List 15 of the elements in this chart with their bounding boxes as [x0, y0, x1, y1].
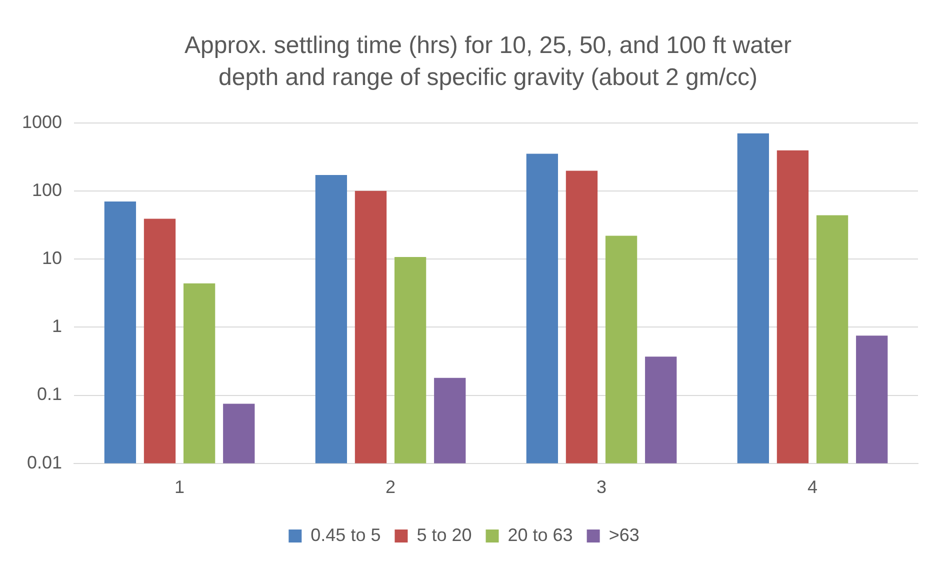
legend-label: 0.45 to 5: [310, 524, 381, 545]
y-tick-label: 10: [42, 248, 62, 268]
x-tick-label: 2: [386, 477, 396, 498]
legend-label: 5 to 20: [416, 524, 472, 545]
x-tick-label: 4: [808, 477, 818, 498]
x-tick-label: 3: [596, 477, 607, 498]
legend-label: 20 to 63: [508, 524, 573, 545]
y-tick-label: 1: [52, 316, 62, 336]
x-tick-label: 1: [174, 477, 185, 498]
y-tick-label: 1000: [22, 112, 62, 132]
y-tick-label: 100: [32, 180, 62, 200]
y-tick-label: 0.01: [26, 452, 62, 472]
y-tick-label: 0.1: [37, 384, 62, 404]
chart-title: Approx. settling time (hrs) for 10, 25, 50, and 100 ft water depth and range of specific gravity (about 2 gm/cc): [184, 31, 792, 93]
legend-label: >63: [608, 524, 640, 545]
